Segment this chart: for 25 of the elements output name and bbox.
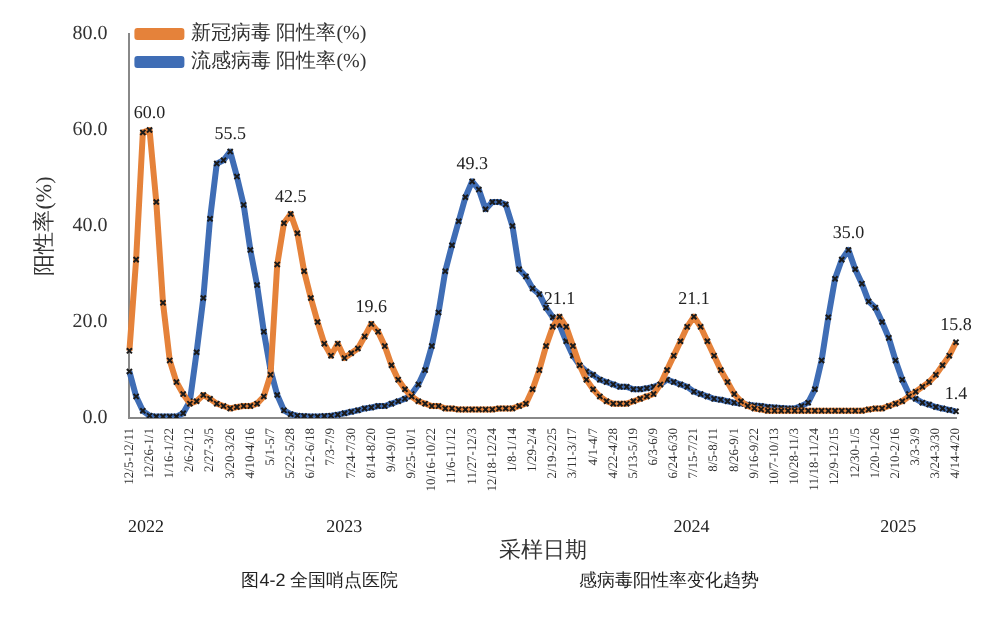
data-label: 21.1 bbox=[678, 288, 710, 309]
data-label: 15.8 bbox=[940, 313, 973, 334]
text: 2022 bbox=[127, 515, 164, 536]
data-label: 21.1 bbox=[543, 288, 576, 309]
text: 感病毒阳性率变化趋势 bbox=[578, 568, 759, 594]
y-axis-title: 阳性率(%) bbox=[30, 175, 57, 276]
legend-label: 流感病毒 阳性率(%) bbox=[191, 49, 367, 74]
y-tick-label: 40.0 bbox=[72, 215, 108, 238]
caption: 图4-2 全国哨点医院 bbox=[241, 568, 399, 594]
data-label: 35.0 bbox=[832, 221, 866, 242]
text: 2024 bbox=[673, 515, 711, 536]
y-tick-label: 20.0 bbox=[72, 311, 108, 334]
x-axis-title: 采样日期 bbox=[498, 536, 587, 563]
legend-label: 新冠病毒 阳性率(%) bbox=[191, 21, 367, 46]
data-label: 60.0 bbox=[133, 101, 167, 122]
data-label: 55.5 bbox=[214, 123, 247, 144]
text: 2025 bbox=[880, 515, 918, 536]
data-label: 42.5 bbox=[274, 185, 308, 206]
y-tick-label: 80.0 bbox=[72, 23, 108, 46]
data-label: 19.6 bbox=[355, 295, 389, 316]
data-label: 49.3 bbox=[456, 153, 489, 174]
data-label: 1.4 bbox=[944, 383, 969, 404]
text: 2023 bbox=[326, 515, 364, 536]
y-tick-label: 60.0 bbox=[72, 119, 108, 142]
y-tick-label: 0.0 bbox=[82, 407, 108, 430]
